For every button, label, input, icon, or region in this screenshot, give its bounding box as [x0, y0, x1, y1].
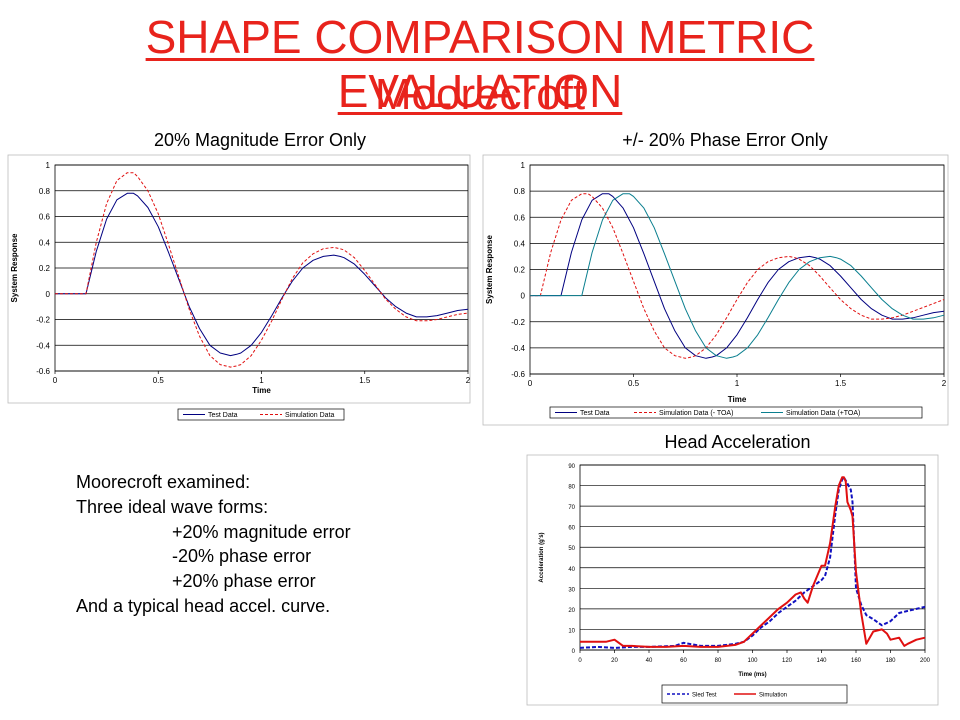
series-line-2	[530, 193, 945, 359]
x-axis-label: Time	[252, 386, 271, 395]
y-tick-label: 0.6	[514, 213, 526, 222]
plot-area	[54, 164, 469, 372]
y-tick-label: -0.2	[511, 318, 525, 327]
y-tick-label: 0.4	[39, 238, 51, 247]
legend-label: Simulation Data (+TOA)	[786, 410, 860, 417]
note-line: -20% phase error	[172, 546, 312, 567]
y-tick-label: 20	[568, 608, 575, 614]
x-tick-label: 20	[611, 658, 618, 664]
plot-area	[579, 464, 926, 651]
x-tick-label: 80	[715, 658, 722, 664]
x-tick-label: 100	[747, 658, 758, 664]
y-tick-label: -0.6	[36, 367, 50, 376]
chart3-title: Head Acceleration	[664, 432, 811, 452]
y-tick-label: 40	[568, 567, 575, 573]
y-tick-label: 80	[568, 485, 575, 491]
x-tick-label: 0	[578, 658, 582, 664]
x-tick-label: 40	[646, 658, 653, 664]
series-line-3	[530, 193, 945, 359]
y-tick-label: -0.2	[36, 316, 50, 325]
x-tick-label: 120	[782, 658, 793, 664]
series-line-2	[580, 476, 926, 648]
x-axis-label: Time	[728, 395, 747, 404]
y-tick-label: 0.2	[514, 266, 526, 275]
chart-frame	[482, 154, 949, 426]
y-tick-label: 70	[568, 505, 575, 511]
x-tick-label: 140	[816, 658, 827, 664]
legend-label: Simulation	[759, 693, 787, 699]
slide-subtitle: Moorecroft	[374, 70, 586, 119]
x-tick-label: 1.5	[835, 379, 847, 388]
y-tick-label: 0.8	[39, 187, 51, 196]
y-tick-label: 0.4	[514, 239, 526, 248]
y-tick-label: 0.8	[514, 187, 526, 196]
legend-label: Test Data	[580, 410, 610, 417]
x-tick-label: 0.5	[628, 379, 640, 388]
y-tick-label: 0.2	[39, 264, 51, 273]
y-tick-label: 0.6	[39, 213, 51, 222]
chart-frame	[526, 454, 939, 706]
x-tick-label: 1	[259, 376, 264, 385]
chart1-title: 20% Magnitude Error Only	[153, 130, 367, 150]
note-line: And a typical head accel. curve.	[76, 595, 331, 616]
x-tick-label: 200	[920, 658, 931, 664]
y-tick-label: 1	[521, 161, 526, 170]
y-axis-label: System Response	[485, 234, 494, 303]
legend-label: Simulation Data (- TOA)	[659, 410, 733, 417]
y-tick-label: 30	[568, 587, 575, 593]
y-tick-label: 60	[568, 526, 575, 532]
x-tick-label: 1.5	[359, 376, 371, 385]
series-line-2	[55, 172, 469, 368]
x-tick-label: 0	[528, 379, 533, 388]
chart2-title: +/- 20% Phase Error Only	[622, 130, 828, 150]
y-tick-label: 50	[568, 546, 575, 552]
y-tick-label: 0	[521, 292, 526, 301]
series-line-1	[579, 476, 926, 649]
y-tick-label: -0.4	[36, 341, 50, 350]
y-tick-label: 1	[46, 161, 51, 170]
x-tick-label: 1	[735, 379, 740, 388]
y-tick-label: -0.4	[511, 344, 525, 353]
series-line-1	[55, 192, 469, 357]
x-tick-label: 0	[53, 376, 58, 385]
legend-label: Sled Test	[692, 693, 717, 699]
note-line: +20% magnitude error	[172, 521, 351, 542]
note-line: +20% phase error	[172, 571, 316, 592]
note-line: Moorecroft examined:	[76, 472, 251, 492]
y-tick-label: 90	[568, 464, 575, 470]
y-axis-label: Acceleration (g's)	[539, 532, 545, 582]
y-tick-label: 0	[46, 290, 51, 299]
note-line: Three ideal wave forms:	[76, 496, 269, 517]
y-axis-label: System Response	[10, 233, 19, 302]
plot-area	[529, 164, 945, 375]
notes-block: Moorecroft examined: Three ideal wave fo…	[76, 470, 351, 619]
legend-label: Test Data	[208, 412, 238, 419]
legend-label: Simulation Data	[285, 412, 335, 419]
x-tick-label: 0.5	[153, 376, 165, 385]
chart-frame	[7, 154, 471, 404]
y-tick-label: -0.6	[511, 370, 525, 379]
y-tick-label: 10	[568, 628, 575, 634]
x-axis-label: Time (ms)	[738, 672, 766, 678]
y-tick-label: 0	[572, 649, 576, 655]
x-tick-label: 60	[680, 658, 687, 664]
x-tick-label: 2	[466, 376, 471, 385]
series-line-1	[530, 193, 945, 359]
x-tick-label: 160	[851, 658, 862, 664]
x-tick-label: 180	[885, 658, 896, 664]
legend-box	[549, 406, 923, 419]
slide-title: SHAPE COMPARISON METRIC EVALUATION	[145, 11, 815, 117]
x-tick-label: 2	[942, 379, 947, 388]
